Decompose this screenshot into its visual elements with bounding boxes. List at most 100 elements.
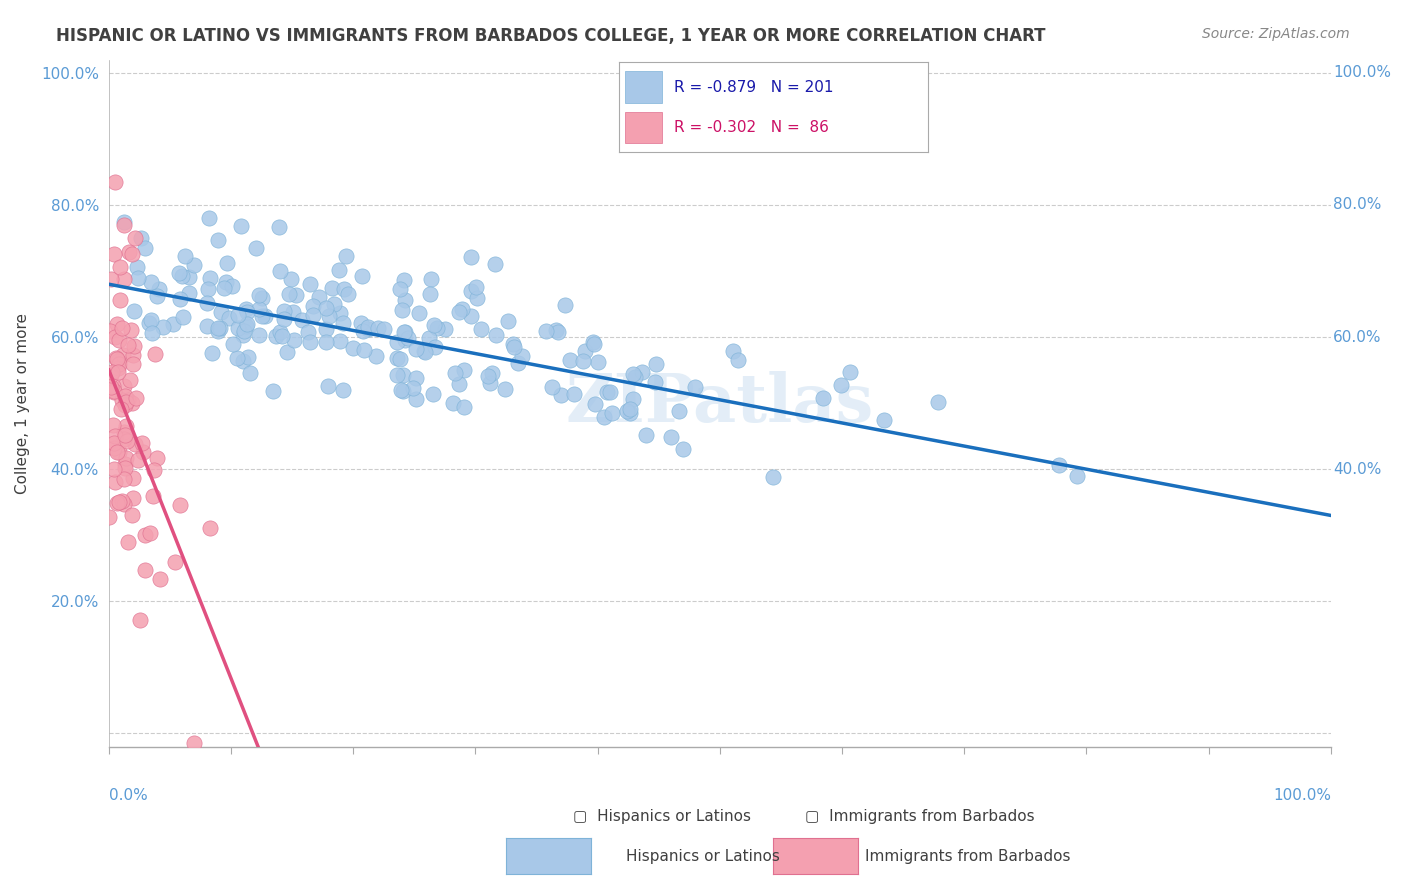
Point bbox=[104, 351, 127, 365]
Point bbox=[447, 304, 470, 318]
Point bbox=[350, 268, 373, 283]
Point bbox=[405, 342, 427, 356]
Point bbox=[103, 385, 125, 400]
Point bbox=[315, 335, 337, 350]
Point bbox=[129, 230, 152, 244]
Point bbox=[152, 320, 174, 334]
Point bbox=[111, 321, 134, 335]
Text: 80.0%: 80.0% bbox=[1333, 197, 1382, 212]
Point bbox=[481, 366, 503, 380]
Point bbox=[602, 406, 624, 420]
Point bbox=[353, 343, 375, 358]
Point bbox=[254, 309, 277, 323]
Point bbox=[134, 528, 156, 542]
Point bbox=[101, 417, 124, 432]
Text: ZIPatlas: ZIPatlas bbox=[565, 371, 875, 435]
Point bbox=[460, 284, 482, 298]
Point bbox=[394, 293, 416, 307]
Point bbox=[129, 613, 152, 627]
Point bbox=[634, 427, 657, 442]
Point bbox=[207, 321, 229, 335]
Point bbox=[108, 334, 131, 348]
Point bbox=[211, 305, 233, 319]
Point bbox=[105, 496, 128, 510]
Point bbox=[659, 430, 682, 444]
Point bbox=[124, 436, 146, 450]
Point bbox=[443, 366, 465, 380]
Point bbox=[121, 508, 143, 523]
Point bbox=[396, 331, 419, 345]
Point bbox=[297, 325, 319, 339]
Point bbox=[111, 348, 134, 362]
Point bbox=[418, 331, 440, 345]
Text: ▢  Immigrants from Barbados: ▢ Immigrants from Barbados bbox=[806, 808, 1035, 823]
Point bbox=[329, 334, 352, 348]
Point bbox=[373, 322, 395, 336]
Point bbox=[122, 348, 145, 362]
Point bbox=[451, 302, 474, 317]
Point bbox=[460, 250, 482, 264]
Point bbox=[121, 357, 143, 371]
Text: ▢  Hispanics or Latinos: ▢ Hispanics or Latinos bbox=[574, 808, 751, 823]
Point bbox=[138, 316, 160, 330]
Text: 100.0%: 100.0% bbox=[1333, 65, 1392, 80]
Point bbox=[672, 442, 695, 457]
Point bbox=[337, 287, 360, 301]
Point bbox=[308, 290, 330, 304]
Point bbox=[195, 318, 218, 333]
Point bbox=[402, 381, 425, 395]
Point bbox=[141, 326, 163, 341]
Point bbox=[105, 445, 128, 459]
Point bbox=[114, 458, 136, 472]
Point bbox=[544, 323, 567, 337]
Point bbox=[167, 266, 190, 280]
Point bbox=[142, 489, 165, 503]
Point bbox=[112, 219, 135, 233]
Point bbox=[122, 471, 145, 485]
Point bbox=[231, 353, 253, 368]
Point bbox=[98, 510, 121, 524]
Point bbox=[470, 322, 492, 336]
Point bbox=[112, 272, 135, 286]
Point bbox=[215, 256, 238, 270]
Point bbox=[139, 313, 162, 327]
Point bbox=[332, 384, 354, 398]
Point bbox=[273, 311, 295, 326]
Point bbox=[302, 308, 325, 322]
Point bbox=[235, 305, 257, 319]
Point bbox=[357, 319, 380, 334]
Point bbox=[252, 291, 274, 305]
Point bbox=[298, 335, 321, 350]
Point bbox=[108, 494, 131, 508]
Point bbox=[534, 324, 557, 338]
Point bbox=[357, 322, 380, 336]
Point bbox=[117, 337, 139, 351]
Point bbox=[104, 475, 127, 489]
Point bbox=[335, 249, 357, 263]
Point bbox=[592, 410, 614, 425]
Point bbox=[200, 521, 222, 535]
Point bbox=[163, 555, 186, 569]
Point bbox=[350, 316, 373, 330]
Point bbox=[328, 263, 350, 277]
Point bbox=[108, 293, 131, 307]
Point bbox=[405, 392, 427, 407]
Point bbox=[117, 534, 139, 549]
Point bbox=[229, 219, 252, 233]
Text: R = -0.879   N = 201: R = -0.879 N = 201 bbox=[675, 80, 834, 95]
Point bbox=[266, 328, 288, 343]
Point bbox=[1066, 469, 1088, 483]
Point bbox=[236, 318, 259, 332]
Point bbox=[111, 493, 134, 508]
Point bbox=[582, 336, 605, 351]
Point bbox=[503, 340, 526, 354]
Point bbox=[232, 328, 254, 343]
Point bbox=[683, 380, 706, 394]
Point bbox=[115, 450, 138, 465]
Point bbox=[134, 241, 156, 255]
Text: HISPANIC OR LATINO VS IMMIGRANTS FROM BARBADOS COLLEGE, 1 YEAR OR MORE CORRELATI: HISPANIC OR LATINO VS IMMIGRANTS FROM BA… bbox=[56, 27, 1046, 45]
Point bbox=[104, 429, 127, 443]
Point bbox=[364, 349, 387, 363]
Text: 0.0%: 0.0% bbox=[108, 788, 148, 803]
Point bbox=[110, 402, 132, 417]
